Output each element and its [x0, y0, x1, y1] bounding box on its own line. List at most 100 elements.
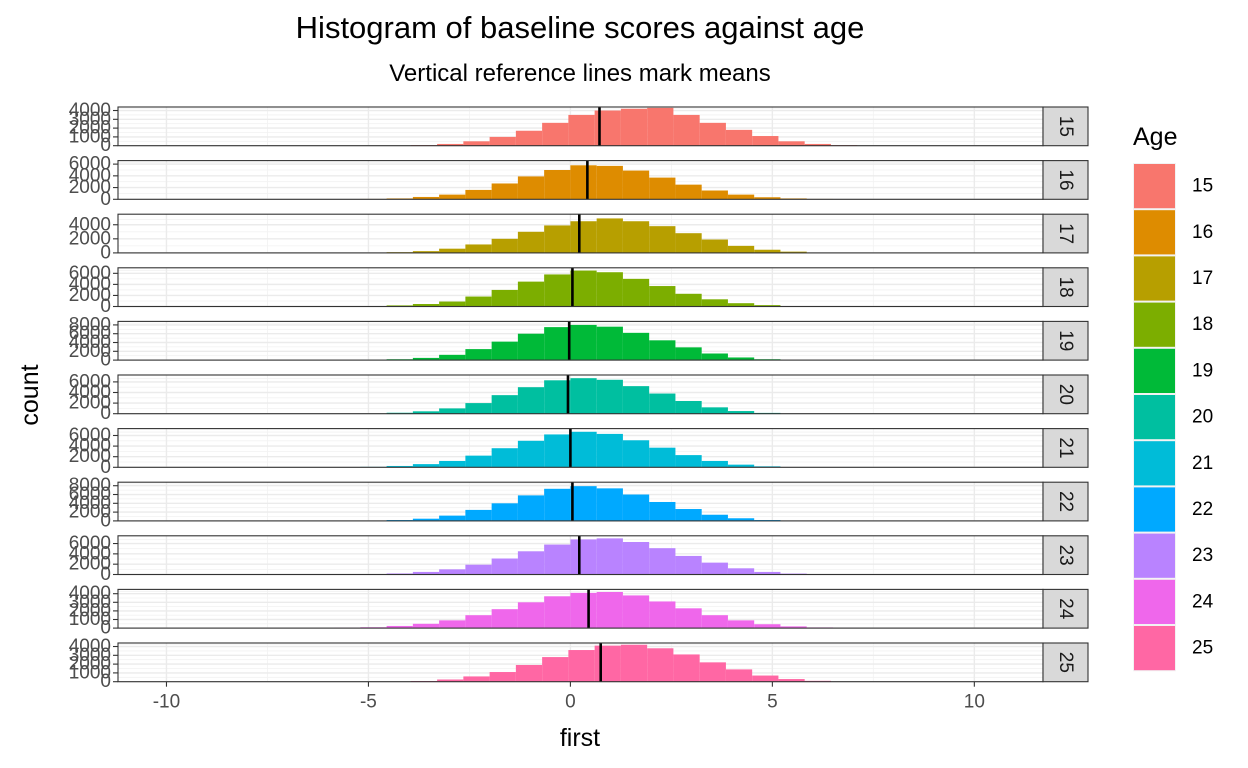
histogram-bar [649, 226, 676, 253]
histogram-bar [544, 596, 571, 629]
histogram-bar [647, 648, 674, 682]
histogram-bar [465, 615, 492, 629]
y-tick-label: 4000 [69, 636, 111, 657]
facet-strip [1042, 428, 1089, 468]
histogram-bar [649, 501, 676, 521]
histogram-bar [701, 460, 728, 468]
histogram-bar [649, 601, 676, 629]
histogram-bar [412, 357, 440, 361]
y-tick-label: 0 [100, 403, 111, 424]
histogram-bar [465, 509, 492, 521]
y-tick-label: 6000 [69, 323, 111, 344]
histogram-bar [673, 654, 700, 682]
histogram-bar [727, 568, 755, 575]
histogram-bar [570, 431, 597, 468]
y-tick-label: 2000 [69, 177, 111, 198]
y-tick-label: 0 [100, 350, 111, 371]
histogram-bar [649, 393, 676, 414]
legend-key-swatch [1134, 533, 1175, 578]
histogram-bar [701, 190, 728, 200]
histogram-bar [622, 541, 650, 575]
histogram-bar [647, 107, 674, 146]
histogram-bar [544, 380, 571, 414]
y-tick-label: 0 [100, 671, 111, 692]
y-tick-label: 2000 [69, 393, 111, 414]
y-tick-label: 0 [100, 296, 111, 317]
histogram-bar [544, 434, 571, 468]
histogram-bar [727, 245, 755, 253]
y-tick-label: 4000 [69, 436, 111, 457]
histogram-bar [463, 676, 490, 682]
facet-panels: 1501000200030004000160200040006000170200… [69, 100, 1089, 692]
histogram-bar [491, 558, 518, 575]
y-tick-label: 4000 [69, 165, 111, 186]
histogram-bar [544, 327, 571, 361]
histogram-bar [570, 165, 597, 200]
histogram-bar [517, 176, 545, 200]
y-tick-label: 4000 [69, 543, 111, 564]
x-axis-title: first [560, 724, 600, 752]
histogram-bar [570, 592, 597, 629]
legend-label: 21 [1192, 453, 1213, 474]
histogram-bar [465, 296, 492, 307]
histogram-bar [622, 440, 650, 468]
y-tick-label: 2000 [69, 554, 111, 575]
histogram-bar [754, 249, 781, 253]
histogram-bar [465, 189, 492, 200]
histogram-bar [727, 194, 755, 200]
histogram-bar [675, 184, 702, 200]
histogram-bar [517, 231, 545, 253]
histogram-bar [491, 609, 518, 629]
histogram-bar [804, 143, 831, 146]
legend-key-swatch [1134, 487, 1175, 532]
histogram-bar [491, 183, 518, 200]
histogram-bar [437, 143, 464, 146]
histogram-bar [622, 494, 650, 521]
legend-key-swatch [1134, 348, 1175, 393]
histogram-bar [649, 548, 676, 575]
y-tick-label: 4000 [69, 214, 111, 235]
histogram-bar [489, 136, 516, 146]
histogram-bar [649, 340, 676, 361]
histogram-bar [754, 197, 781, 200]
legend-label: 25 [1192, 638, 1213, 659]
y-tick-label: 6000 [69, 371, 111, 392]
histogram-bar [699, 662, 726, 682]
y-tick-label: 1000 [69, 609, 111, 630]
histogram-bar [412, 623, 440, 629]
legend-keys: 15 16 17 18 19 20 21 22 23 24 25 [1133, 163, 1214, 672]
legend-label: 22 [1192, 499, 1213, 520]
facet-strip-label: 18 [1055, 277, 1076, 298]
histogram-bar [727, 303, 755, 307]
histogram-bar [754, 571, 781, 575]
histogram-bar [570, 486, 597, 521]
histogram-bar [675, 509, 702, 521]
y-tick-label: 8000 [69, 475, 111, 496]
y-tick-label: 2000 [69, 228, 111, 249]
legend: Age 15 16 17 18 19 20 21 22 23 24 25 [1133, 123, 1214, 672]
y-tick-label: 2000 [69, 446, 111, 467]
y-tick-label: 3000 [69, 592, 111, 613]
histogram-bar [515, 664, 543, 682]
histogram-bar [701, 407, 728, 414]
y-tick-label: 0 [100, 135, 111, 156]
facet-strip [1042, 642, 1089, 683]
histogram-bar [517, 551, 545, 575]
histogram-bar [439, 460, 466, 468]
facet-strip [1042, 320, 1089, 361]
x-tick-label: 0 [565, 692, 576, 713]
histogram-bar [596, 591, 623, 629]
histogram-bar [675, 455, 702, 468]
histogram-bar [570, 221, 597, 253]
histogram-bar [463, 141, 490, 146]
histogram-bar [570, 324, 597, 361]
histogram-bar [517, 333, 545, 361]
histogram-bar [412, 464, 440, 468]
y-tick-label: 6000 [69, 484, 111, 505]
histogram-bar [544, 225, 571, 253]
histogram-bar [752, 675, 779, 682]
legend-label: 19 [1192, 360, 1213, 381]
y-tick-label: 2000 [69, 654, 111, 675]
facet-strip [1042, 374, 1089, 415]
